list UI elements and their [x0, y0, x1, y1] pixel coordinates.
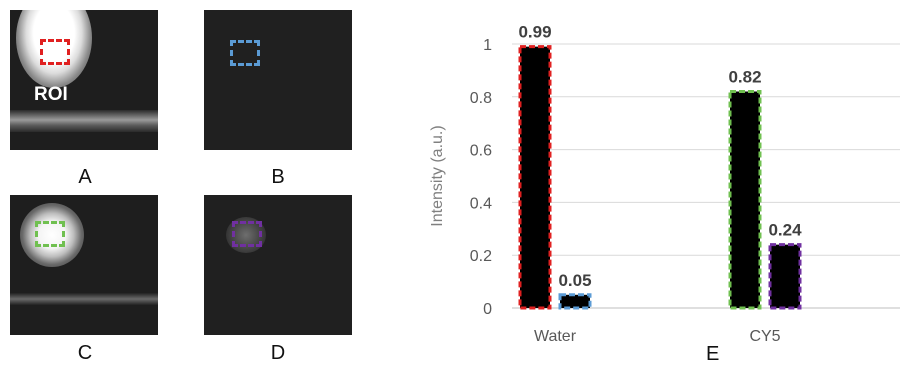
data-label: 0.99 — [518, 23, 551, 42]
bar-water-1 — [518, 45, 552, 310]
roi-box — [232, 221, 262, 247]
panel-b-label: B — [271, 166, 285, 188]
emission-glow — [16, 10, 92, 88]
x-category-label: CY5 — [749, 328, 780, 345]
y-axis-label: Intensity (a.u.) — [429, 125, 446, 226]
panel-d-label: D — [270, 342, 286, 364]
channel-stripe — [10, 110, 158, 132]
panel-a-label: A — [78, 166, 92, 188]
panel-b-image — [204, 10, 352, 150]
data-label: 0.24 — [768, 221, 802, 240]
y-tick-label: 0.4 — [470, 195, 492, 212]
emission-glow — [20, 203, 84, 267]
bar-cy5-2 — [768, 243, 802, 310]
channel-stripe — [10, 293, 158, 305]
roi-box — [40, 39, 70, 65]
panel-d-image — [204, 195, 352, 335]
data-label: 0.82 — [728, 68, 761, 87]
bar-cy5-1 — [728, 90, 762, 310]
roi-label: ROI — [34, 84, 68, 105]
intensity-bar-chart: 0 0.2 0.4 0.6 0.8 1 0.99 0.05 Water 0.82 0.24 CY5 I… — [429, 23, 900, 345]
panel-e-label: E — [706, 343, 720, 365]
roi-box — [35, 221, 65, 247]
panel-c-label: C — [77, 342, 93, 364]
panel-c-image — [10, 195, 158, 335]
data-label: 0.05 — [558, 271, 591, 290]
y-tick-label: 0.2 — [470, 248, 492, 265]
y-tick-label: 0 — [483, 301, 492, 318]
y-tick-label: 0.8 — [470, 90, 492, 107]
panel-a-image: ROI — [10, 10, 158, 150]
bar-water-2 — [558, 293, 592, 310]
x-category-label: Water — [534, 328, 577, 345]
y-tick-label: 1 — [483, 37, 492, 54]
roi-box — [230, 40, 260, 66]
y-tick-label: 0.6 — [470, 143, 492, 160]
